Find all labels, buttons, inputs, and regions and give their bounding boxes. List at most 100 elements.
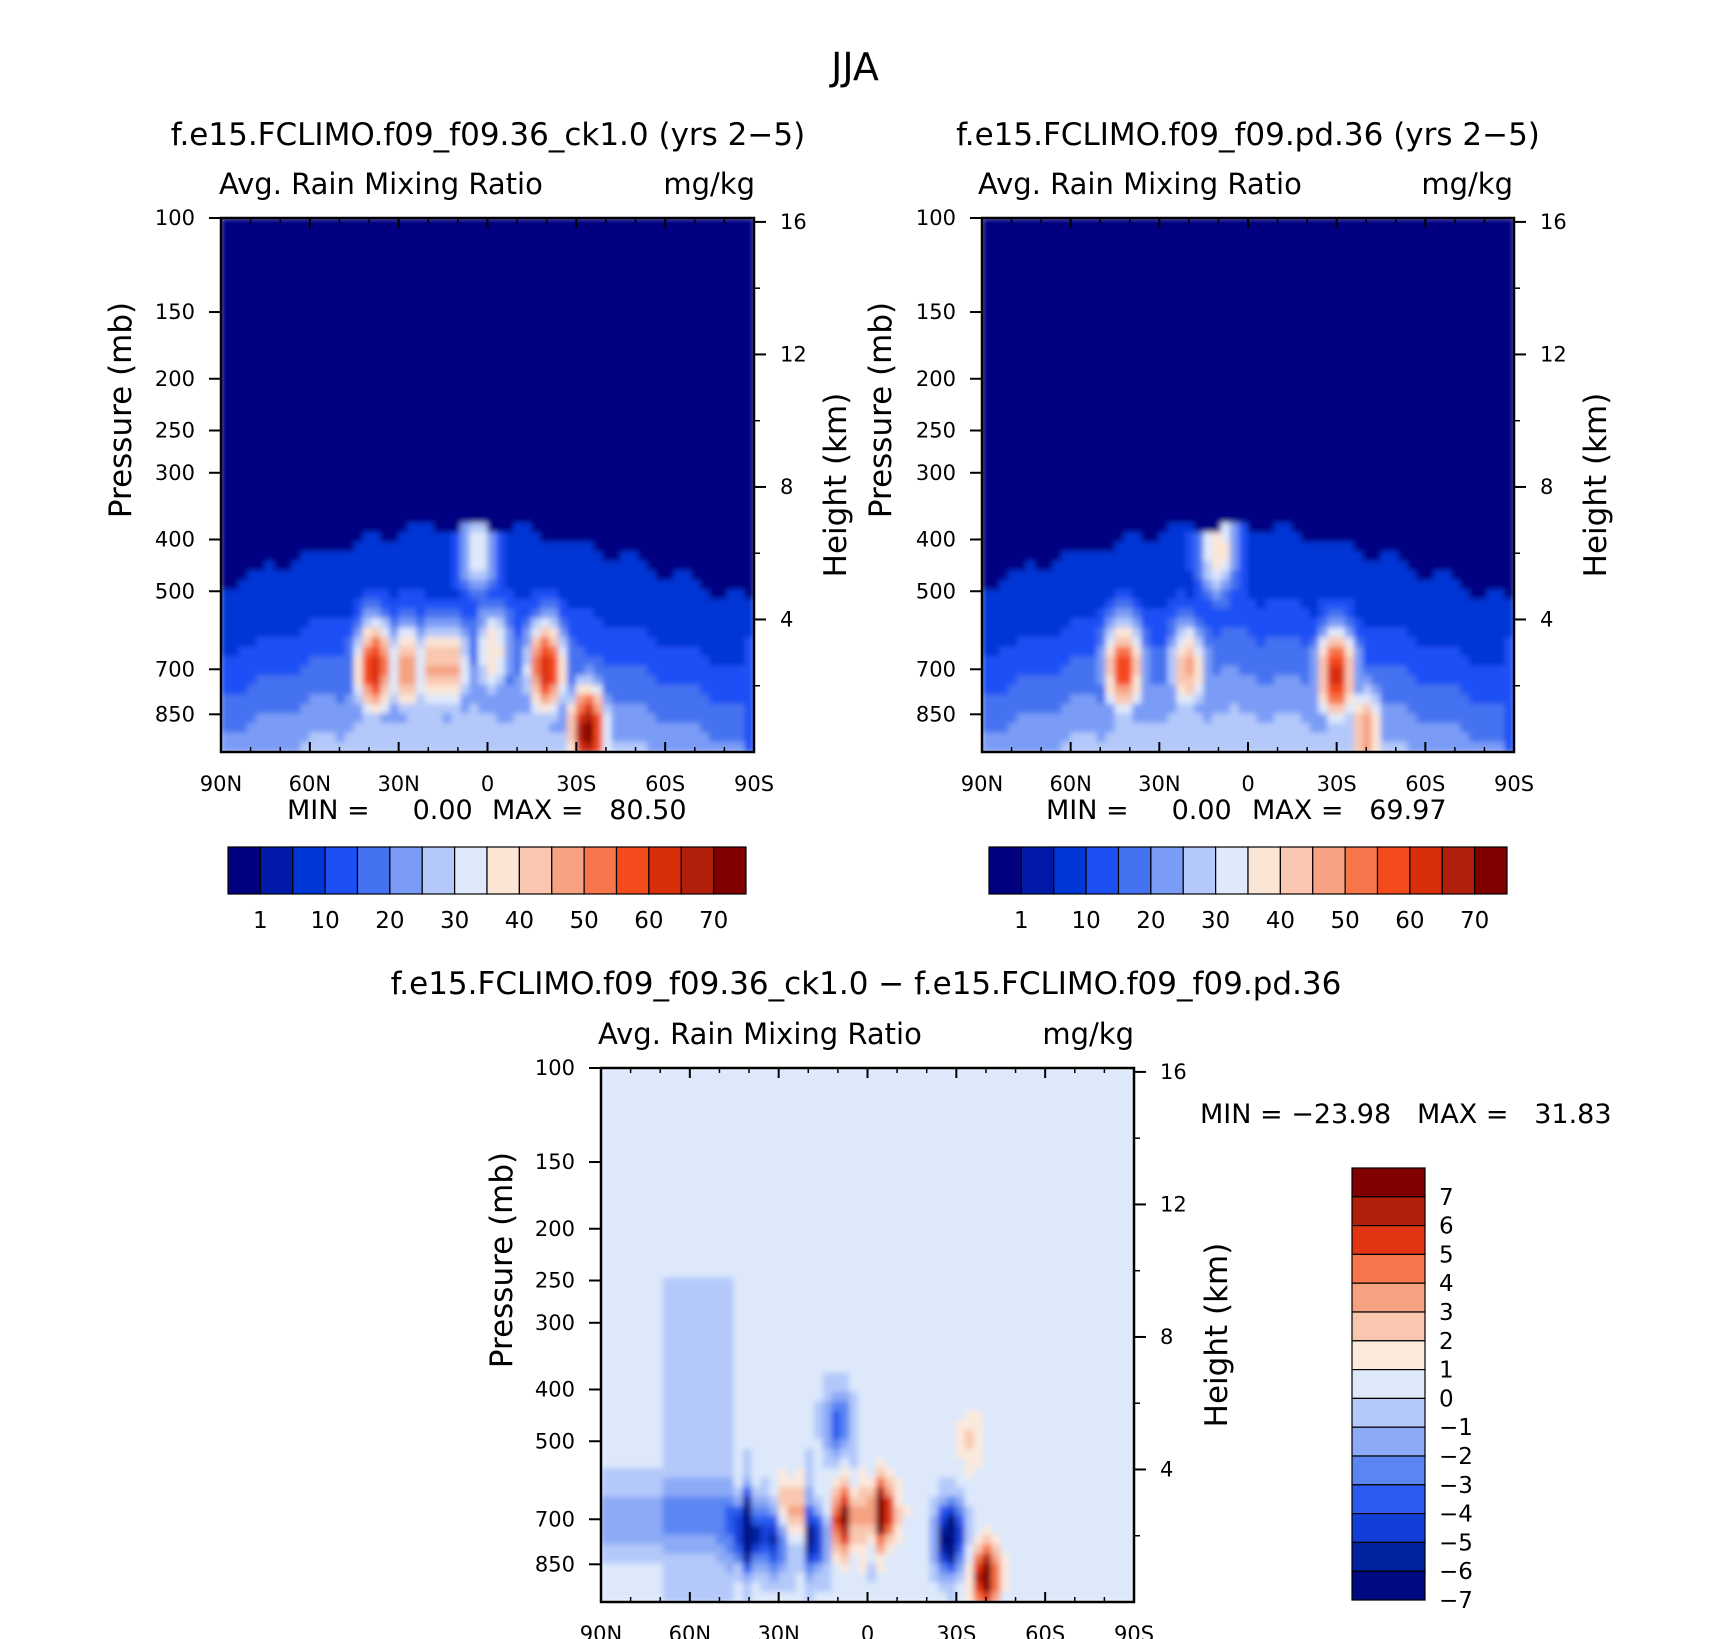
heatmap-cell <box>1389 398 1400 410</box>
heatmap-cell <box>495 408 506 419</box>
heatmap-cell <box>1345 408 1356 419</box>
heatmap-cell <box>335 598 347 610</box>
heatmap-cell <box>1256 427 1267 439</box>
heatmap-cell <box>673 494 684 505</box>
heatmap-cell <box>1282 312 1294 324</box>
heatmap-cell <box>1309 274 1320 286</box>
heatmap-cell <box>584 656 595 667</box>
heatmap-cell <box>273 741 284 752</box>
heatmap-cell <box>664 265 675 276</box>
heatmap-cell <box>629 741 640 752</box>
heatmap-cell <box>593 312 604 324</box>
heatmap-cell <box>717 560 729 572</box>
heatmap-cell <box>247 494 258 505</box>
heatmap-cell <box>1247 360 1258 372</box>
heatmap-cell <box>602 218 613 229</box>
heatmap-cell <box>451 722 462 734</box>
heatmap-cell <box>726 474 737 486</box>
heatmap-cell <box>1256 331 1267 343</box>
heatmap-cell <box>629 218 640 229</box>
heatmap-cell <box>1123 446 1134 458</box>
heatmap-cell <box>566 722 578 734</box>
heatmap-cell <box>1291 284 1302 295</box>
heatmap-cell <box>1291 427 1302 439</box>
heatmap-cell <box>478 265 489 276</box>
heatmap-cell <box>629 694 640 706</box>
heatmap-cell <box>1371 236 1382 248</box>
heatmap-cell <box>522 351 533 362</box>
heatmap-cell <box>335 684 347 696</box>
heatmap-cell <box>1309 370 1320 381</box>
heatmap-cell <box>344 351 355 362</box>
heatmap-cell <box>709 741 720 752</box>
heatmap-cell <box>1114 436 1125 448</box>
heatmap-cell <box>327 284 338 295</box>
heatmap-cell <box>1380 265 1391 276</box>
heatmap-cell <box>999 236 1010 248</box>
heatmap-cell <box>1034 455 1045 467</box>
heatmap-cell <box>495 322 506 334</box>
heatmap-cell <box>709 646 720 658</box>
heatmap-cell <box>1389 351 1400 362</box>
heatmap-cell <box>700 532 711 543</box>
heatmap-cell <box>1132 255 1143 267</box>
heatmap-cell <box>620 351 631 362</box>
heatmap-cell <box>1371 218 1382 229</box>
heatmap-cell <box>433 303 444 315</box>
heatmap-cell <box>726 627 737 639</box>
heatmap-cell <box>344 370 355 381</box>
heatmap-cell <box>460 627 471 639</box>
heatmap-cell <box>291 703 302 715</box>
heatmap-cell <box>709 694 720 706</box>
heatmap-cell <box>1247 322 1258 334</box>
heatmap-cell <box>735 484 746 496</box>
heatmap-cell <box>309 436 320 448</box>
heatmap-cell <box>691 398 702 410</box>
heatmap-cell <box>221 255 231 267</box>
heatmap-cell <box>300 665 311 677</box>
heatmap-cell <box>999 427 1010 439</box>
heatmap-cell <box>291 370 302 381</box>
heatmap-cell <box>407 398 418 410</box>
heatmap-cell <box>300 474 311 486</box>
heatmap-cell <box>1495 274 1506 286</box>
heatmap-cell <box>1194 312 1205 324</box>
heatmap-cell <box>300 522 311 534</box>
heatmap-cell <box>504 218 515 229</box>
heatmap-cell <box>691 341 702 353</box>
heatmap-cell <box>380 303 391 315</box>
heatmap-cell <box>531 494 542 505</box>
heatmap-cell <box>709 436 720 448</box>
heatmap-cell <box>371 455 382 467</box>
heatmap-cell <box>1034 312 1045 324</box>
heatmap-cell <box>238 293 249 305</box>
heatmap-cell <box>300 218 311 229</box>
heatmap-cell <box>1398 236 1409 248</box>
heatmap-cell <box>504 551 515 562</box>
heatmap-cell <box>469 474 480 486</box>
heatmap-cell <box>584 637 595 648</box>
heatmap-cell <box>1291 331 1302 343</box>
heatmap-cell <box>221 618 231 629</box>
heatmap-cell <box>273 341 284 353</box>
heatmap-cell <box>291 408 302 419</box>
heatmap-cell <box>362 570 373 582</box>
heatmap-cell <box>1424 379 1435 391</box>
heatmap-cell <box>1203 284 1214 295</box>
heatmap-cell <box>256 494 267 505</box>
heatmap-cell <box>282 684 293 696</box>
heatmap-cell <box>380 236 391 248</box>
heatmap-cell <box>655 455 666 467</box>
heatmap-cell <box>673 465 684 477</box>
heatmap-cell <box>1415 379 1427 391</box>
heatmap-cell <box>309 579 320 591</box>
heatmap-cell <box>646 312 657 324</box>
heatmap-cell <box>558 598 569 610</box>
heatmap-cell <box>451 227 462 238</box>
heatmap-cell <box>300 703 311 715</box>
heatmap-cell <box>291 598 302 610</box>
heatmap-cell <box>709 627 720 639</box>
heatmap-cell <box>380 218 391 229</box>
heatmap-cell <box>264 227 275 238</box>
heatmap-cell <box>318 389 329 400</box>
